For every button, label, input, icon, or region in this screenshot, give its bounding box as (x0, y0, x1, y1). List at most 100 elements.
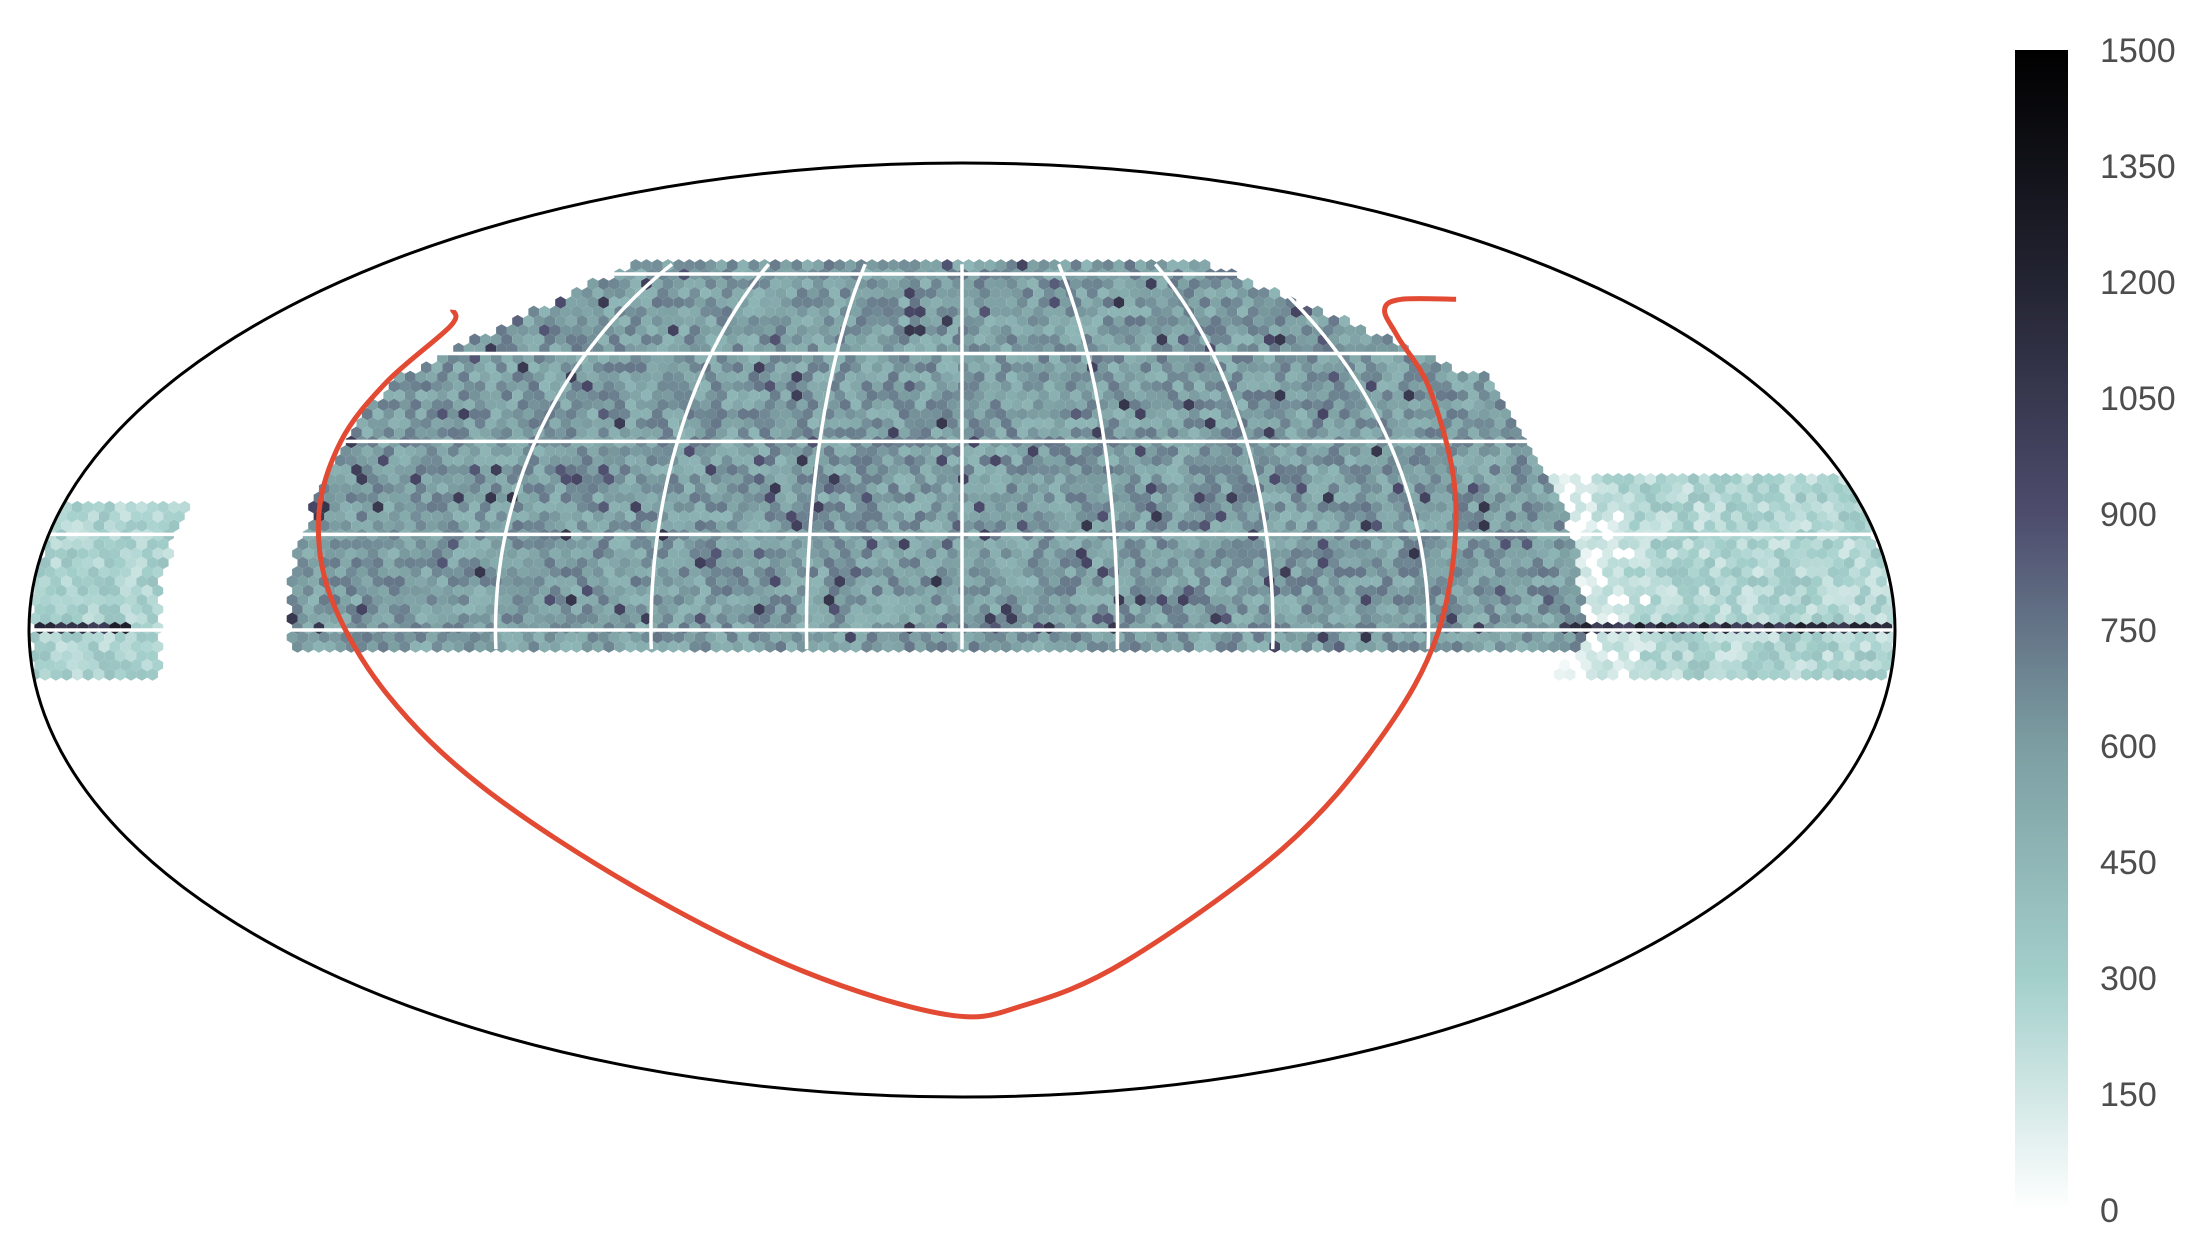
hex-bin (1237, 491, 1248, 504)
hex-bin (1349, 538, 1361, 551)
hex-bin (555, 333, 566, 346)
hex-bin (506, 417, 518, 430)
hex-bin (437, 389, 448, 402)
hex-bin (1027, 296, 1039, 309)
hex-bin (1151, 603, 1162, 616)
hex-bin (904, 603, 915, 616)
hex-bin (845, 426, 856, 439)
hex-bin (1618, 631, 1630, 644)
hex-bin (1693, 575, 1705, 588)
hex-bin (1811, 519, 1823, 532)
hex-bin (490, 519, 502, 532)
hex-bin (759, 556, 770, 570)
hex-bin (1860, 603, 1871, 616)
hex-bin (1462, 584, 1474, 597)
hex-bin (893, 510, 905, 523)
hex-bin (990, 584, 1001, 597)
hex-bin (1435, 500, 1447, 514)
hex-bin (480, 538, 491, 551)
hex-bin (308, 631, 319, 644)
hex-bin (1231, 370, 1243, 384)
hex-bin (88, 603, 99, 616)
hex-bin (528, 361, 540, 374)
hex-bin (1247, 417, 1259, 430)
hex-bin (1570, 547, 1581, 560)
hex-bin (1398, 566, 1409, 579)
hex-bin (469, 426, 480, 439)
hex-bin (812, 333, 824, 346)
hex-bin (780, 482, 792, 495)
hex-bin (598, 500, 609, 514)
hex-bin (1435, 463, 1447, 477)
hex-bin (823, 556, 835, 570)
hex-bin (447, 389, 459, 402)
hex-bin (651, 612, 663, 625)
hex-bin (1081, 445, 1093, 458)
hex-bin (689, 566, 701, 579)
hex-bin (770, 463, 781, 477)
hex-bin (630, 445, 642, 458)
hex-bin (753, 305, 765, 318)
hex-bin (1725, 575, 1737, 588)
hex-bin (1081, 463, 1093, 477)
hex-bin (490, 445, 502, 458)
hex-bin (1618, 500, 1630, 514)
hex-bin (635, 491, 647, 504)
hex-bin (512, 370, 523, 384)
hex-bin (829, 640, 840, 653)
hex-bin (485, 547, 497, 560)
hex-bin (1639, 556, 1651, 570)
hex-bin (1757, 556, 1769, 570)
hex-bin (1854, 575, 1866, 588)
hex-bin (753, 324, 765, 337)
hex-bin (528, 491, 540, 504)
hex-bin (995, 482, 1007, 495)
hex-bin (1510, 482, 1522, 495)
hex-bin (1145, 407, 1157, 421)
hex-bin (1059, 519, 1071, 532)
hex-bin (963, 445, 974, 458)
hex-bin (1129, 547, 1141, 560)
hex-bin (1494, 398, 1506, 411)
hex-bin (684, 575, 695, 588)
hex-bin (974, 631, 985, 644)
hex-bin (807, 584, 819, 597)
hex-bin (834, 463, 846, 477)
hex-bin (136, 612, 148, 625)
hex-bin (587, 519, 599, 532)
hex-bin (748, 500, 760, 514)
hex-bin (372, 631, 384, 644)
hex-bin (1403, 538, 1415, 551)
hex-bin (743, 417, 754, 430)
hex-bin (904, 640, 915, 653)
hex-bin (968, 640, 980, 653)
hex-bin (1253, 575, 1264, 588)
hex-bin (1661, 593, 1672, 607)
hex-bin (512, 314, 523, 328)
hex-bin (1666, 473, 1678, 486)
hex-bin (1570, 473, 1581, 486)
hex-bin (1827, 473, 1839, 486)
hex-bin (1392, 519, 1404, 532)
hex-bin (775, 491, 787, 504)
hex-bin (1145, 519, 1157, 532)
hex-bin (324, 510, 336, 523)
hex-bin (968, 454, 980, 467)
hex-bin (651, 314, 663, 328)
hex-bin (909, 370, 921, 384)
hex-bin (705, 463, 717, 477)
hex-bin (743, 566, 754, 579)
hex-bin (1274, 426, 1286, 439)
hex-bin (963, 333, 974, 346)
hex-bin (839, 547, 851, 560)
hex-bin (1188, 259, 1200, 272)
hex-bin (598, 277, 609, 291)
hex-bin (421, 603, 432, 616)
hex-bin (866, 445, 878, 458)
hex-bin (1500, 575, 1511, 588)
hex-bin (1430, 361, 1442, 374)
hex-bin (1328, 482, 1340, 495)
hex-bin (1242, 519, 1254, 532)
hex-bin (1349, 593, 1361, 607)
hex-bin (1425, 556, 1436, 570)
